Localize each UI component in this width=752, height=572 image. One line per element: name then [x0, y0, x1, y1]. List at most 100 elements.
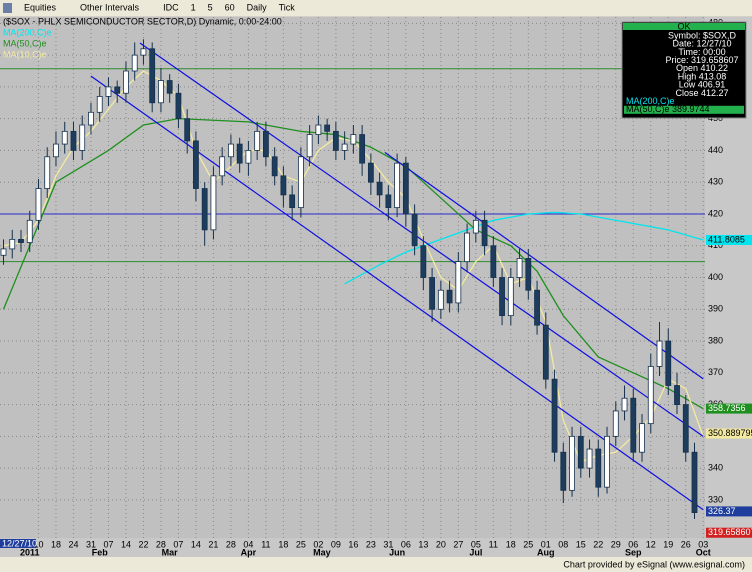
candle-body	[35, 188, 42, 221]
candle-body	[9, 238, 16, 250]
x-tick-label: 18	[51, 539, 61, 549]
x-tick-label: 14	[191, 539, 201, 549]
x-month-label: May	[313, 547, 331, 557]
x-tick-label: 28	[226, 539, 236, 549]
candle-body	[630, 397, 637, 453]
x-tick-label: 09	[331, 539, 341, 549]
x-tick-label: 01	[541, 539, 551, 549]
candle-body	[70, 130, 77, 151]
x-tick-label: 13	[418, 539, 428, 549]
x-tick-label: 02	[313, 539, 323, 549]
last-value-label: 358.7356	[708, 403, 746, 413]
toolbar-button[interactable]: 5	[208, 2, 213, 12]
ma-line	[344, 211, 704, 285]
toolbar-button[interactable]: 60	[225, 2, 235, 12]
trend-line	[139, 42, 704, 437]
candle-body	[665, 340, 672, 386]
candle-body	[341, 143, 348, 151]
candle-body	[420, 245, 427, 278]
study-row: MA(50,C)e 389.9744	[626, 104, 710, 114]
candle-body	[236, 143, 243, 164]
data-window-row: Open 410.22	[676, 63, 728, 73]
candle-body	[647, 366, 654, 425]
x-tick-label: 14	[121, 539, 131, 549]
data-window-row: Date: 12/27/10	[672, 39, 731, 49]
candle-body	[490, 245, 497, 278]
candle-body	[297, 156, 304, 209]
candle-body	[158, 80, 164, 104]
x-tick-label: 15	[576, 539, 586, 549]
trend-line	[90, 75, 704, 511]
candle-body	[516, 258, 523, 278]
data-window-header: OK	[677, 21, 690, 31]
last-value-label: 319.658607	[708, 527, 752, 537]
candle-body	[507, 277, 514, 317]
x-tick-label: 24	[68, 539, 78, 549]
x-tick-label: 31	[86, 539, 96, 549]
x-month-label: Sep	[625, 547, 642, 557]
toolbar-icon	[3, 3, 12, 13]
candle-body	[621, 397, 628, 412]
candle-body	[394, 162, 401, 209]
y-tick-label: 370	[708, 367, 723, 377]
x-month-label: Mar	[162, 547, 179, 557]
trend-line	[384, 151, 704, 380]
x-tick-label: 03	[698, 539, 708, 549]
candle-body	[332, 130, 339, 151]
status-bar	[0, 557, 752, 572]
study-row: MA(200,C)e	[626, 96, 675, 106]
candle-body	[639, 423, 645, 453]
chart-title: ($SOX - PHLX SEMICONDUCTOR SECTOR,D) Dyn…	[3, 16, 282, 26]
toolbar-button[interactable]: Other Intervals	[80, 2, 140, 12]
x-month-label: Aug	[537, 547, 555, 557]
candle-body	[604, 435, 610, 488]
time-axis	[0, 538, 752, 557]
candle-body	[26, 219, 33, 243]
candle-body	[254, 130, 261, 151]
candle-body	[359, 134, 366, 164]
y-tick-label: 400	[708, 272, 723, 282]
candle-body	[481, 219, 488, 247]
candle-body	[18, 238, 24, 243]
candle-body	[79, 124, 86, 151]
candle-body	[184, 118, 191, 142]
toolbar-button[interactable]: Daily	[247, 2, 268, 12]
study-row-bg	[624, 105, 744, 114]
candle-body	[691, 451, 698, 513]
toolbar-button[interactable]: 1	[191, 2, 196, 12]
last-value-label: 350.889795	[708, 428, 752, 438]
y-tick-label: 380	[708, 335, 723, 345]
y-tick-label: 390	[708, 304, 723, 314]
toolbar-button[interactable]: Equities	[24, 2, 57, 12]
candle-body	[499, 277, 505, 317]
study-row-bg	[624, 97, 744, 106]
data-window-row: Low 406.91	[679, 80, 726, 90]
x-tick-label: 27	[453, 539, 463, 549]
candle-body	[123, 70, 129, 94]
candle-body	[193, 140, 199, 189]
x-tick-label: 22	[593, 539, 603, 549]
candle-body	[44, 156, 51, 189]
x-tick-label: 05	[471, 539, 481, 549]
x-tick-label: 06	[628, 539, 638, 549]
cursor-date: 12/27/10	[2, 538, 37, 548]
footer: Chart provided by eSignal (www.esignal.c…	[563, 559, 745, 569]
toolbar-button[interactable]: Tick	[279, 2, 296, 12]
candle-body	[131, 54, 138, 72]
candle-body	[595, 448, 602, 488]
candle-body	[411, 213, 418, 247]
last-value-box	[706, 234, 752, 245]
candle-body	[569, 435, 575, 491]
candle-body	[455, 261, 462, 304]
x-tick-label: 21	[208, 539, 218, 549]
x-tick-label: 29	[611, 539, 621, 549]
candle-body	[560, 451, 567, 491]
candle-body	[551, 378, 558, 453]
x-month-label: Jun	[389, 547, 405, 557]
y-tick-label: 420	[708, 208, 723, 218]
x-tick-label: 20	[436, 539, 446, 549]
candle-body	[53, 143, 59, 158]
toolbar-button[interactable]: IDC	[163, 2, 179, 12]
candle-body	[656, 340, 663, 367]
